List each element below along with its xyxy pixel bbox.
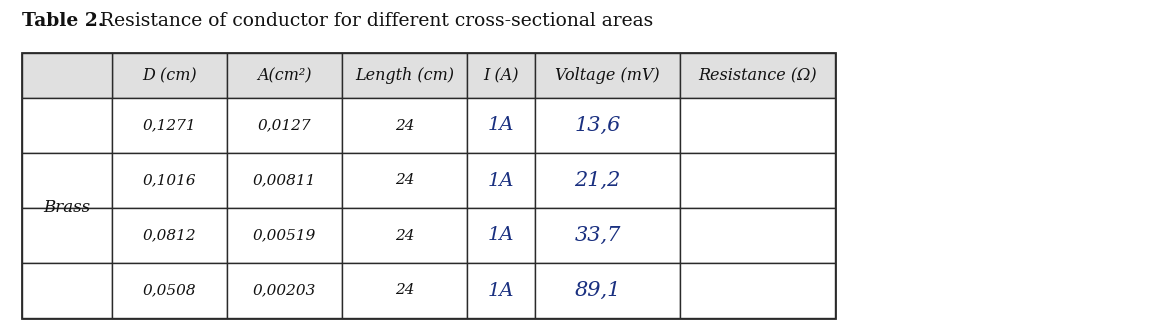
Text: I (A): I (A) <box>483 67 519 84</box>
Bar <box>535 98 680 153</box>
Text: 1A: 1A <box>488 281 514 299</box>
Bar <box>467 53 535 98</box>
Bar <box>112 53 227 98</box>
Bar <box>112 98 227 153</box>
Bar <box>22 98 112 153</box>
Bar <box>22 53 112 98</box>
Text: 1A: 1A <box>488 172 514 190</box>
Text: 0,00519: 0,00519 <box>252 229 316 242</box>
Bar <box>22 263 112 318</box>
Bar <box>680 208 835 263</box>
Bar <box>467 98 535 153</box>
Bar <box>227 98 342 153</box>
Bar <box>342 263 467 318</box>
Text: Table 2.: Table 2. <box>22 12 104 30</box>
Bar <box>342 153 467 208</box>
Text: 1A: 1A <box>488 116 514 134</box>
Text: 0,1271: 0,1271 <box>142 118 197 133</box>
Text: 24: 24 <box>395 229 415 242</box>
Bar <box>467 153 535 208</box>
Bar <box>535 53 680 98</box>
Text: 21,2: 21,2 <box>574 171 621 190</box>
Bar <box>680 263 835 318</box>
Bar <box>467 263 535 318</box>
Text: 0,1016: 0,1016 <box>142 174 197 188</box>
Bar <box>342 208 467 263</box>
Bar <box>22 208 112 263</box>
Bar <box>680 153 835 208</box>
Bar <box>22 153 112 208</box>
Text: D (cm): D (cm) <box>142 67 197 84</box>
Bar <box>227 208 342 263</box>
Text: 89,1: 89,1 <box>574 281 621 300</box>
Bar <box>342 53 467 98</box>
Text: 24: 24 <box>395 174 415 188</box>
Text: 0,0508: 0,0508 <box>142 283 197 297</box>
Bar <box>112 153 227 208</box>
Text: Resistance of conductor for different cross-sectional areas: Resistance of conductor for different cr… <box>94 12 653 30</box>
Bar <box>680 98 835 153</box>
Text: 24: 24 <box>395 283 415 297</box>
Text: 24: 24 <box>395 118 415 133</box>
Text: Resistance (Ω): Resistance (Ω) <box>698 67 816 84</box>
Bar <box>535 208 680 263</box>
Bar <box>535 153 680 208</box>
Bar <box>227 153 342 208</box>
Text: 1A: 1A <box>488 227 514 244</box>
Text: A(cm²): A(cm²) <box>257 67 312 84</box>
Text: 0,00811: 0,00811 <box>252 174 316 188</box>
Text: Brass: Brass <box>44 199 90 216</box>
Bar <box>112 263 227 318</box>
Text: Length (cm): Length (cm) <box>356 67 454 84</box>
Text: 0,0127: 0,0127 <box>258 118 312 133</box>
Text: 0,0812: 0,0812 <box>142 229 197 242</box>
Bar <box>227 53 342 98</box>
Text: Voltage (mV): Voltage (mV) <box>555 67 660 84</box>
Bar <box>342 98 467 153</box>
Bar <box>112 208 227 263</box>
Text: 13,6: 13,6 <box>574 116 621 135</box>
Bar <box>227 263 342 318</box>
Bar <box>467 208 535 263</box>
Text: 33,7: 33,7 <box>574 226 621 245</box>
Bar <box>535 263 680 318</box>
Bar <box>22 53 835 318</box>
Bar <box>680 53 835 98</box>
Text: 0,00203: 0,00203 <box>252 283 316 297</box>
